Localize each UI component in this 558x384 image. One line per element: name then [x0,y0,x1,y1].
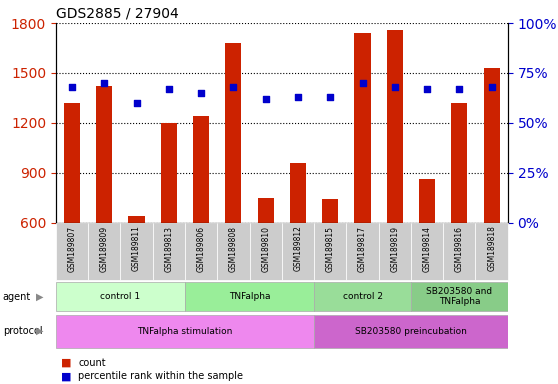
Point [132,100,141,106]
Text: ■: ■ [61,358,72,368]
Text: GDS2885 / 27904: GDS2885 / 27904 [56,7,179,20]
Text: ▶: ▶ [36,326,44,336]
Text: GSM189818: GSM189818 [487,226,496,271]
FancyBboxPatch shape [443,223,475,280]
FancyBboxPatch shape [153,223,185,280]
FancyBboxPatch shape [314,282,411,311]
Text: ■: ■ [61,371,72,381]
Text: SB203580 preincubation: SB203580 preincubation [355,327,467,336]
FancyBboxPatch shape [249,223,282,280]
Point [422,86,431,92]
Text: agent: agent [3,291,31,302]
Text: GSM189806: GSM189806 [196,226,205,272]
Text: TNFalpha: TNFalpha [229,292,270,301]
FancyBboxPatch shape [121,223,153,280]
Text: GSM189815: GSM189815 [326,226,335,271]
FancyBboxPatch shape [411,282,508,311]
Text: GSM189816: GSM189816 [455,226,464,271]
FancyBboxPatch shape [56,315,314,348]
Text: GSM189819: GSM189819 [390,226,400,271]
Text: GSM189809: GSM189809 [100,226,109,272]
Bar [96,86,112,323]
Point [487,84,496,90]
Bar [193,116,209,323]
Bar [484,68,500,323]
Bar [387,30,403,323]
Text: percentile rank within the sample: percentile rank within the sample [78,371,243,381]
FancyBboxPatch shape [347,223,379,280]
Bar [290,163,306,323]
Bar [128,216,145,323]
Bar [354,33,371,323]
Text: protocol: protocol [3,326,42,336]
Text: GSM189812: GSM189812 [294,226,302,271]
Text: GSM189810: GSM189810 [261,226,270,271]
Text: control 2: control 2 [343,292,382,301]
Point [196,90,205,96]
Text: GSM189811: GSM189811 [132,226,141,271]
FancyBboxPatch shape [185,223,217,280]
FancyBboxPatch shape [217,223,249,280]
FancyBboxPatch shape [314,223,347,280]
FancyBboxPatch shape [314,315,508,348]
FancyBboxPatch shape [475,223,508,280]
Point [358,80,367,86]
Text: GSM189814: GSM189814 [422,226,431,271]
Point [229,84,238,90]
Bar [419,179,435,323]
Bar [161,123,177,323]
Text: GSM189808: GSM189808 [229,226,238,271]
Text: GSM189817: GSM189817 [358,226,367,271]
Point [391,84,400,90]
FancyBboxPatch shape [185,282,314,311]
Bar [225,43,242,323]
Point [100,80,109,86]
Text: ▶: ▶ [36,291,44,302]
Text: GSM189807: GSM189807 [68,226,76,272]
Text: control 1: control 1 [100,292,141,301]
FancyBboxPatch shape [88,223,121,280]
Bar [258,198,274,323]
Text: TNFalpha stimulation: TNFalpha stimulation [137,327,233,336]
Point [326,94,335,100]
Point [165,86,174,92]
Point [294,94,302,100]
Text: GSM189813: GSM189813 [164,226,174,271]
Bar [322,199,338,323]
Text: count: count [78,358,106,368]
FancyBboxPatch shape [379,223,411,280]
FancyBboxPatch shape [56,223,88,280]
Point [261,96,270,102]
Point [455,86,464,92]
FancyBboxPatch shape [56,282,185,311]
Bar [451,103,468,323]
Text: SB203580 and
TNFalpha: SB203580 and TNFalpha [426,287,492,306]
Point [68,84,76,90]
FancyBboxPatch shape [411,223,443,280]
FancyBboxPatch shape [282,223,314,280]
Bar [64,103,80,323]
